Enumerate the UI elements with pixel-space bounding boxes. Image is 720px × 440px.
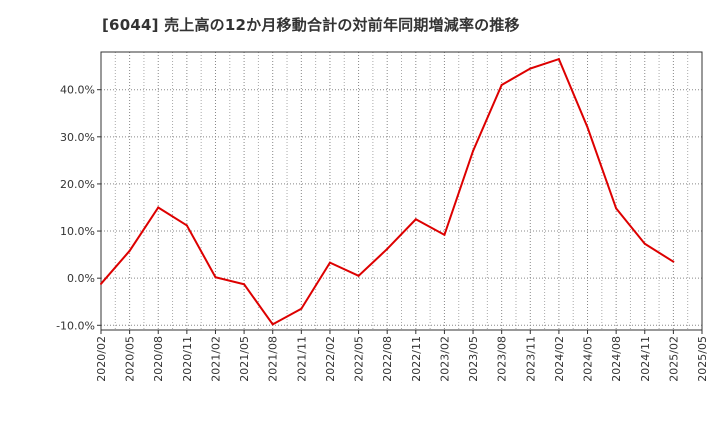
data-point — [128, 249, 131, 252]
data-point — [100, 282, 102, 285]
x-tick-label: 2022/11 — [410, 336, 423, 382]
data-point — [214, 276, 217, 279]
y-tick-label: 20.0% — [60, 178, 95, 191]
y-axis: -10.0% 0.0% 10.0% 20.0% 30.0% 40.0% — [56, 84, 101, 332]
data-point — [157, 206, 160, 209]
x-tick-label: 2025/02 — [667, 336, 680, 382]
y-tick-label: 30.0% — [60, 131, 95, 144]
data-point — [529, 67, 532, 70]
x-axis: 2020/02 2020/05 2020/08 2020/11 2021/02 2021/… — [95, 330, 709, 382]
x-tick-label: 2024/08 — [610, 336, 623, 382]
x-tick-label: 2023/08 — [496, 336, 509, 382]
y-tick-label: -10.0% — [56, 319, 95, 332]
x-tick-label: 2024/11 — [639, 336, 652, 382]
data-point — [357, 274, 360, 277]
data-point — [271, 323, 274, 326]
data-point — [386, 247, 389, 250]
series-line — [100, 57, 674, 326]
data-point — [185, 224, 188, 227]
x-tick-label: 2020/05 — [124, 336, 137, 382]
data-point — [243, 283, 246, 286]
data-point — [472, 149, 475, 152]
data-point — [414, 218, 417, 221]
x-tick-label: 2024/05 — [582, 336, 595, 382]
x-tick-label: 2024/02 — [553, 336, 566, 382]
x-tick-label: 2020/02 — [95, 336, 108, 382]
data-point — [643, 242, 646, 245]
x-tick-label: 2022/08 — [381, 336, 394, 382]
data-point — [557, 58, 560, 61]
x-tick-label: 2020/08 — [152, 336, 165, 382]
x-tick-label: 2021/02 — [209, 336, 222, 382]
x-tick-label: 2021/08 — [267, 336, 280, 382]
y-tick-label: 10.0% — [60, 225, 95, 238]
data-point — [615, 207, 618, 210]
x-tick-label: 2020/11 — [181, 336, 194, 382]
data-point — [328, 261, 331, 264]
x-tick-label: 2023/02 — [438, 336, 451, 382]
y-tick-label: 40.0% — [60, 84, 95, 97]
series-layer — [100, 57, 675, 326]
data-point — [443, 233, 446, 236]
x-tick-label: 2022/05 — [353, 336, 366, 382]
x-tick-label: 2021/05 — [238, 336, 251, 382]
data-point — [500, 83, 503, 86]
y-tick-label: 0.0% — [67, 272, 95, 285]
data-point — [300, 307, 303, 310]
data-point — [586, 126, 589, 129]
x-tick-label: 2025/05 — [696, 336, 709, 382]
data-point — [672, 260, 675, 263]
x-tick-label: 2023/05 — [467, 336, 480, 382]
chart-title: [6044] 売上高の12か月移動合計の対前年同期増減率の推移 — [102, 16, 520, 34]
x-tick-label: 2021/11 — [295, 336, 308, 382]
x-tick-label: 2022/02 — [324, 336, 337, 382]
plot-area — [100, 51, 703, 331]
grid-lines — [100, 52, 703, 330]
x-tick-label: 2023/11 — [524, 336, 537, 382]
